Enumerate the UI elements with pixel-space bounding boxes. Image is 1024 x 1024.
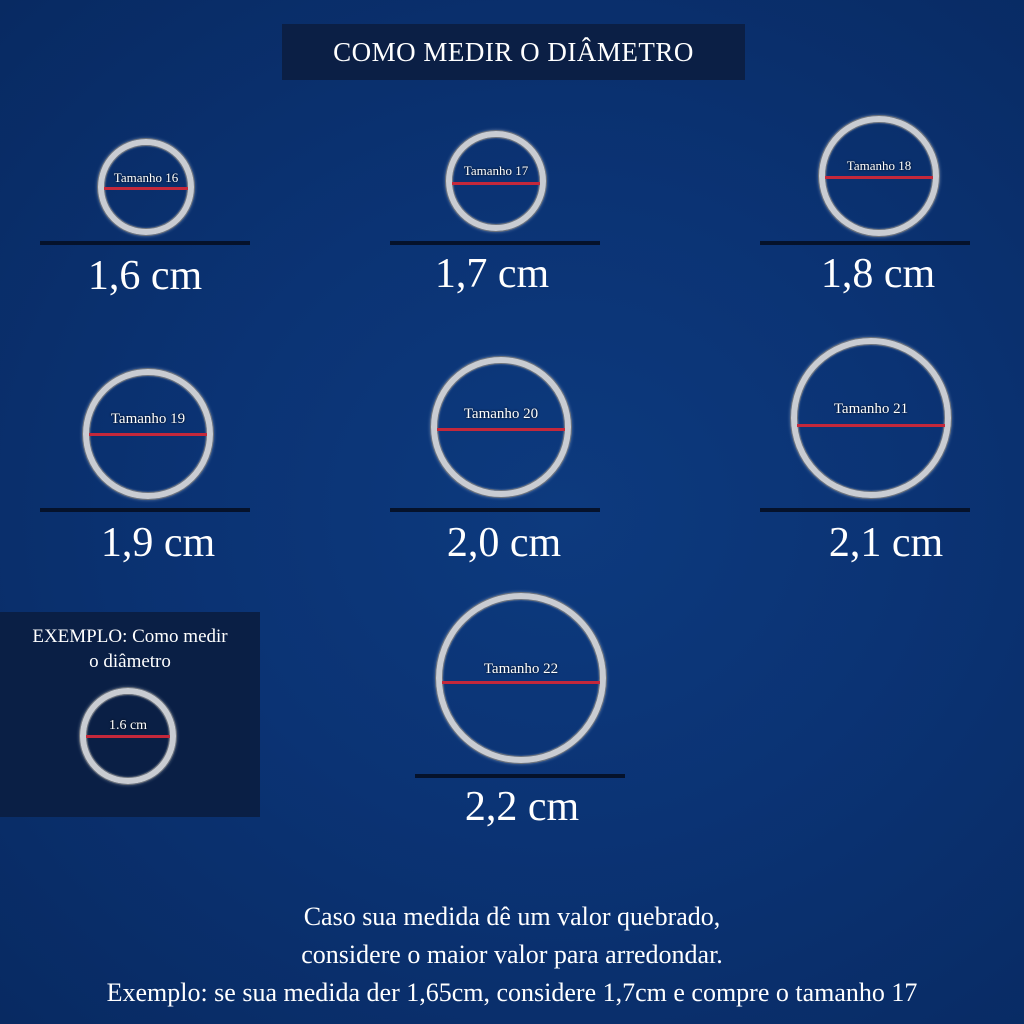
diameter-line — [104, 187, 188, 190]
ring-size-20: Tamanho 20 — [431, 357, 571, 497]
ring-size-17: Tamanho 17 — [446, 131, 546, 231]
ring-label: Tamanho 18 — [846, 158, 912, 173]
ring-size-21: Tamanho 21 — [791, 338, 951, 498]
ring-size-19: Tamanho 19 — [83, 369, 213, 499]
example-title-line2: o diâmetro — [89, 651, 171, 672]
note-line2: considere o maior valor para arredondar. — [301, 940, 723, 969]
example-ring-label: 1.6 cm — [108, 718, 148, 733]
baseline — [390, 508, 600, 512]
example-title: EXEMPLO: Como medir o diâmetro — [0, 624, 260, 674]
size-value: 1,8 cm — [820, 251, 936, 297]
size-value: 2,2 cm — [464, 784, 580, 830]
note-line3: Exemplo: se sua medida der 1,65cm, consi… — [106, 978, 918, 1007]
ring-size-18: Tamanho 18 — [819, 116, 939, 236]
ring-label: Tamanho 19 — [110, 411, 186, 427]
size-value: 2,1 cm — [828, 520, 944, 566]
note-line1: Caso sua medida dê um valor quebrado, — [303, 902, 721, 931]
example-title-line1: EXEMPLO: Como medir — [32, 626, 228, 647]
size-value: 2,0 cm — [446, 520, 562, 566]
baseline — [415, 774, 625, 778]
baseline — [390, 241, 600, 245]
diameter-line — [86, 735, 170, 738]
size-value: 1,6 cm — [87, 253, 203, 299]
ring-label: Tamanho 21 — [833, 401, 909, 417]
size-value: 1,7 cm — [434, 251, 550, 297]
page-title: COMO MEDIR O DIÂMETRO — [282, 24, 745, 80]
baseline — [40, 508, 250, 512]
ring-label: Tamanho 22 — [483, 661, 559, 677]
ring-label: Tamanho 16 — [113, 170, 179, 185]
size-value: 1,9 cm — [100, 520, 216, 566]
diameter-line — [437, 428, 565, 431]
ring-label: Tamanho 20 — [463, 406, 539, 422]
diameter-line — [825, 176, 933, 179]
rounding-note: Caso sua medida dê um valor quebrado, co… — [0, 898, 1024, 1012]
diameter-line — [89, 433, 207, 436]
ring-label: Tamanho 17 — [463, 163, 529, 178]
example-ring: 1.6 cm — [80, 688, 176, 784]
baseline — [760, 241, 970, 245]
ring-size-16: Tamanho 16 — [98, 139, 194, 235]
baseline — [760, 508, 970, 512]
diameter-line — [442, 681, 600, 684]
example-panel: EXEMPLO: Como medir o diâmetro 1.6 cm — [0, 612, 260, 817]
baseline — [40, 241, 250, 245]
diameter-line — [797, 424, 945, 427]
ring-size-22: Tamanho 22 — [436, 593, 606, 763]
diameter-line — [452, 182, 540, 185]
